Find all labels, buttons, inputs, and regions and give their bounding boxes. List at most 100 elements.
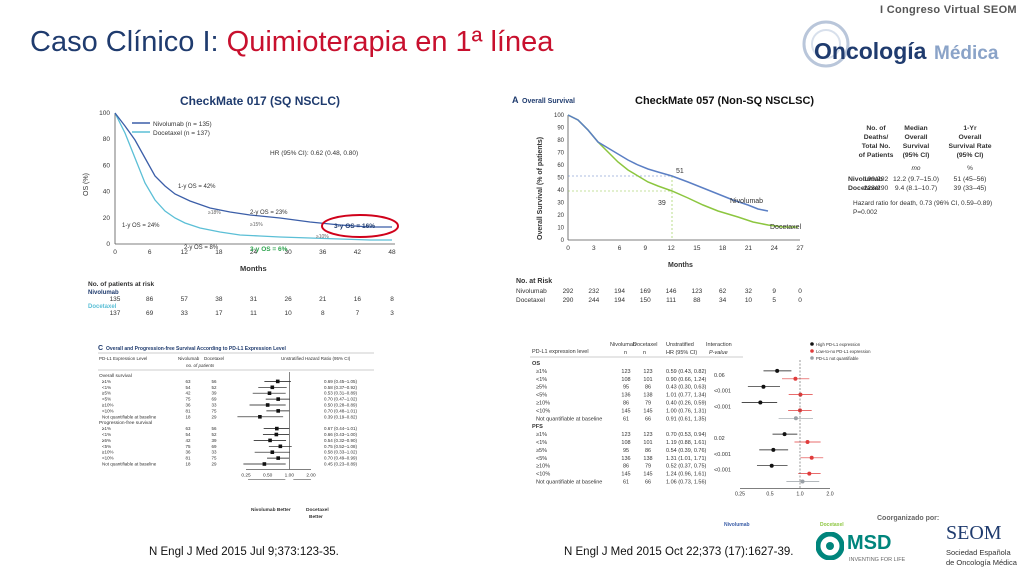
msd-text: MSD <box>847 532 892 554</box>
forest057-section-os: OS <box>532 361 540 367</box>
forest057-point <box>800 479 805 484</box>
forest057-point <box>761 384 766 389</box>
forest017-row-doce-n: 75 <box>211 408 217 413</box>
forest057-row-label: ≥10% <box>536 401 550 407</box>
forest057-point <box>805 440 810 444</box>
km017-xtick: 42 <box>354 249 362 256</box>
km057-risk-nivo-cell: 292 <box>563 288 574 295</box>
forest017-row-nivo-n: 63 <box>185 426 191 431</box>
km057-label-nivo: Nivolumab <box>730 198 763 205</box>
km017-yticks: 0 20 40 60 80 100 <box>99 110 110 248</box>
km057-xtick: 0 <box>566 245 570 252</box>
congress-logo: I Congreso Virtual SEOM Oncología Médica <box>790 0 1024 80</box>
forest017-point <box>270 450 275 454</box>
seom-sub2: de Oncología Médica <box>946 558 1017 567</box>
forest017-xtick: 0.50 <box>263 472 273 478</box>
forest017-point <box>265 403 270 407</box>
km017-ann-2y-doce: 2-y OS = 8% <box>184 245 219 251</box>
km017-ytick: 100 <box>99 110 110 117</box>
forest017-row-hr: 0.70 (0.48–1.01) <box>324 408 358 413</box>
forest017-row-label: <5% <box>102 397 111 402</box>
km017-ytick: 0 <box>106 241 110 248</box>
forest017-row-hr: 0.67 (0.44–1.01) <box>324 426 358 431</box>
km057-risk-doce-cell: 88 <box>693 297 701 304</box>
km057-label-51: 51 <box>676 168 684 175</box>
km057-table-head-line: of Patients <box>859 152 894 159</box>
forest057-xtick: 0.5 <box>766 491 773 497</box>
forest017-row-hr: 0.69 (0.45–1.05) <box>324 379 358 384</box>
km057-risk-nivo-label: Nivolumab <box>516 288 547 295</box>
forest057-row-hr: 1.19 (0.88, 1.61) <box>666 440 707 446</box>
forest057-xtick: 1.0 <box>796 491 803 497</box>
seom-text: SEOM <box>946 522 1002 544</box>
km057-label-doce: Docetaxel <box>770 224 802 231</box>
forest017-row-nivo-n: 18 <box>185 414 191 419</box>
forest057-legend-low: Low-to-no PD-L1 expression <box>816 349 871 354</box>
km057-risk-doce-cell: 150 <box>640 297 651 304</box>
forest057-panel: PD-L1 expression level Nivolumab n Docet… <box>530 342 871 528</box>
km017-xtick: 12 <box>181 249 189 256</box>
km017-risk-header: No. of patients at risk <box>88 281 154 288</box>
km017-risk-doce-cell: 11 <box>250 310 257 317</box>
forest017-row-label: Not quantifiable at baseline <box>102 462 157 467</box>
km057-ylabel: Overall Survival (% of patients) <box>537 137 544 240</box>
forest017-row-doce-n: 52 <box>211 432 217 437</box>
km017-risk-nivo-cell: 8 <box>390 296 394 303</box>
km057-panel: A Overall Survival CheckMate 057 (Non-SQ… <box>512 95 992 304</box>
km017-risk-nivo-cell: 16 <box>354 296 362 303</box>
forest017-col2: Nivolumab <box>178 356 200 361</box>
forest057-row-nivo-n: 95 <box>623 448 629 454</box>
forest017-row-nivo-n: 81 <box>185 456 191 461</box>
forest017-row-doce-n: 75 <box>211 456 217 461</box>
forest017-row-label: <5% <box>102 444 111 449</box>
forest017-title: Overall and Progression-free Survival Ac… <box>106 346 286 352</box>
km057-yticks: 0 10 20 30 40 50 60 70 80 90 100 <box>554 113 565 244</box>
legend-nq-marker <box>810 356 814 360</box>
forest057-pvalue: <0.001 <box>714 452 731 458</box>
km057-ytick: 20 <box>557 213 564 219</box>
forest057-row-label: Not quantifiable at baseline <box>536 416 602 422</box>
km057-xtick: 6 <box>618 245 622 252</box>
forest017-row-hr: 0.54 (0.32–0.90) <box>324 438 358 443</box>
forest017-row-doce-n: 52 <box>211 385 217 390</box>
forest017-row-label: <10% <box>102 408 114 413</box>
km017-ytick: 60 <box>103 162 111 169</box>
forest017-better-left: Nivolumab Better <box>251 507 291 513</box>
forest017-row-doce-n: 39 <box>211 438 217 443</box>
forest017-point <box>275 426 279 431</box>
km057-table-head-line: Survival <box>903 143 930 150</box>
km017-ytick: 40 <box>103 189 111 196</box>
km057-table-h3: 1-Yr Overall Survival Rate (95% CI) <box>948 125 991 159</box>
forest017-row-doce-n: 56 <box>211 379 217 384</box>
km057-table-cell: 9.4 (8.1–10.7) <box>895 185 937 192</box>
forest057-col4b: HR (95% CI) <box>666 350 697 356</box>
km017-xtick: 36 <box>319 249 327 256</box>
forest057-row-label: <5% <box>536 393 547 399</box>
forest017-panel: C Overall and Progression-free Survival … <box>98 345 374 520</box>
km057-table: No. of Deaths/Total No. of Patients Median… <box>848 125 992 216</box>
forest057-pvalue: <0.001 <box>714 404 731 410</box>
forest057-row-hr: 1.01 (0.77, 1.34) <box>666 393 707 399</box>
km057-xtick: 15 <box>693 245 701 252</box>
km057-xlabel: Months <box>668 262 693 269</box>
km057-header: CheckMate 057 (Non-SQ NSCLSC) <box>635 95 814 107</box>
km057-risk-nivo-row: 292 232 194 169 146 123 62 32 9 0 <box>563 288 803 295</box>
forest017-axis: 0.25 0.50 1.00 2.00 <box>241 372 316 480</box>
forest057-better-left: Nivolumab <box>724 522 750 528</box>
km017-risk-doce-cell: 33 <box>181 310 189 317</box>
citation-right: N Engl J Med 2015 Oct 22;373 (17):1627-3… <box>564 546 794 558</box>
forest057-xtick: 0.25 <box>735 491 745 497</box>
km017-risk-doce-row: 137 69 33 17 11 10 8 7 3 <box>110 310 395 317</box>
forest057-row-nivo-n: 95 <box>623 385 629 391</box>
km057-xtick: 9 <box>644 245 648 252</box>
forest017-row-nivo-n: 75 <box>185 444 191 449</box>
km057-risk-doce-cell: 244 <box>588 297 599 304</box>
forest057-point <box>793 416 798 421</box>
seom-logo: SEOM Sociedad Española de Oncología Médi… <box>944 522 1022 574</box>
forest057-col1: PD-L1 expression level <box>532 349 589 355</box>
forest057-row-nivo-n: 123 <box>621 432 630 438</box>
km057-ytick: 60 <box>557 163 564 169</box>
forest017-row-hr: 0.75 (0.52–1.08) <box>324 444 358 449</box>
forest017-point <box>270 385 275 390</box>
km057-ytick: 80 <box>557 138 564 144</box>
